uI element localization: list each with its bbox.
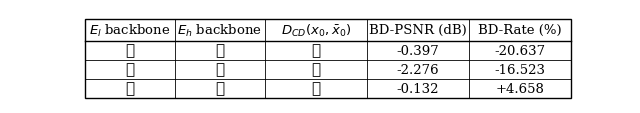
Text: ✗: ✗ <box>311 82 321 95</box>
Text: $E_h$ backbone: $E_h$ backbone <box>177 23 262 39</box>
Text: -16.523: -16.523 <box>495 63 545 76</box>
Text: ✓: ✓ <box>215 82 225 95</box>
Text: ✓: ✓ <box>311 63 321 77</box>
Text: ✓: ✓ <box>125 82 134 95</box>
Text: ✗: ✗ <box>125 63 134 77</box>
Text: ✓: ✓ <box>125 44 134 58</box>
Text: BD-Rate (%): BD-Rate (%) <box>478 24 562 37</box>
Text: BD-PSNR (dB): BD-PSNR (dB) <box>369 24 467 37</box>
Text: -20.637: -20.637 <box>495 45 545 57</box>
Text: ✗: ✗ <box>215 44 225 58</box>
Text: ✓: ✓ <box>215 63 225 77</box>
Text: $E_l$ backbone: $E_l$ backbone <box>89 23 171 39</box>
Text: -0.397: -0.397 <box>397 45 439 57</box>
Text: +4.658: +4.658 <box>495 82 545 95</box>
Text: ✓: ✓ <box>311 44 321 58</box>
Text: -2.276: -2.276 <box>397 63 439 76</box>
Text: -0.132: -0.132 <box>397 82 439 95</box>
Text: $D_{CD}(x_0, \bar{x}_0)$: $D_{CD}(x_0, \bar{x}_0)$ <box>280 23 351 39</box>
